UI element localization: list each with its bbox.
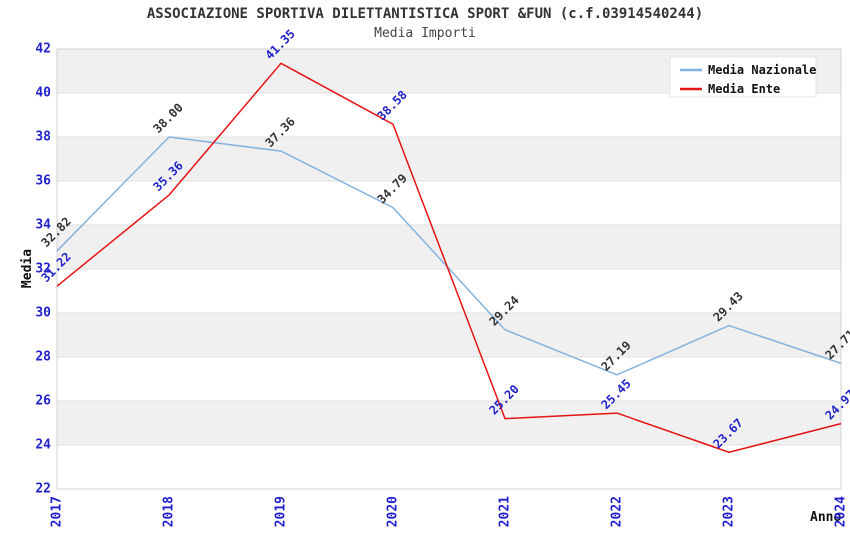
series-line-media-ente [56, 62, 842, 454]
y-tick-label: 26 [35, 394, 51, 409]
x-tick-label: 2019 [274, 496, 289, 527]
y-tick-label: 34 [35, 218, 51, 233]
series-line-media-nazionale [56, 136, 842, 376]
x-axis-title: Anno [810, 510, 842, 525]
y-tick-label: 32 [35, 262, 51, 277]
chart-title: ASSOCIAZIONE SPORTIVA DILETTANTISTICA SP… [146, 6, 704, 22]
plot-band [57, 401, 841, 445]
legend-item-label: Media Ente [708, 82, 780, 96]
x-tick-label: 2022 [610, 496, 625, 527]
y-tick-label: 36 [35, 174, 51, 189]
x-tick-label: 2023 [722, 496, 737, 527]
y-tick-label: 30 [35, 306, 51, 321]
legend-item-label: Media Nazionale [708, 63, 816, 77]
x-tick-label: 2018 [162, 496, 177, 527]
legend [669, 56, 817, 98]
x-tick-label: 2020 [386, 496, 401, 527]
point-label-media-nazionale: 38.00 [150, 100, 185, 135]
y-tick-label: 42 [35, 42, 51, 57]
y-tick-label: 22 [35, 482, 51, 497]
x-tick-label: 2021 [498, 496, 513, 527]
y-tick-label: 24 [35, 438, 51, 453]
x-tick-label: 2017 [50, 496, 65, 527]
x-tick-label: 2024 [834, 496, 849, 527]
chart-subtitle: Media Importi [374, 26, 476, 41]
y-tick-label: 28 [35, 350, 51, 365]
y-tick-label: 38 [35, 130, 51, 145]
plot-border [56, 48, 842, 490]
y-tick-label: 40 [35, 86, 51, 101]
plot-band [57, 225, 841, 269]
plot-band [57, 313, 841, 357]
